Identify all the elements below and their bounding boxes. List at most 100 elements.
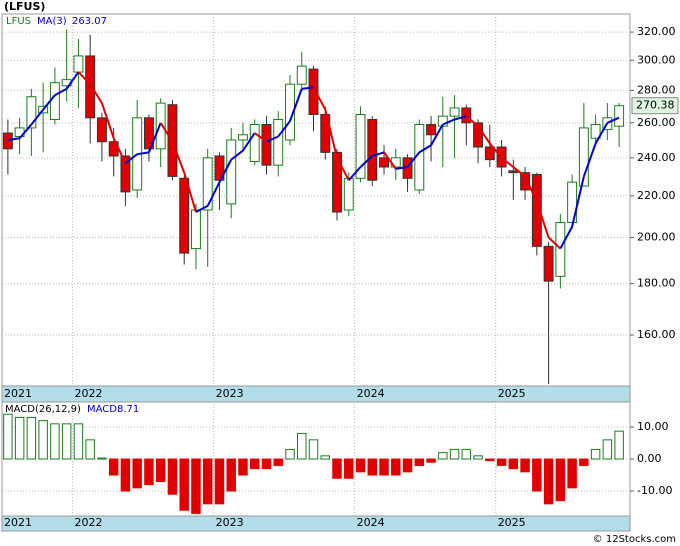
macd-bar bbox=[485, 458, 495, 462]
macd-bar bbox=[285, 448, 295, 460]
x-tick-label: 2021 bbox=[4, 516, 32, 529]
y-tick-label: 10.00 bbox=[637, 420, 669, 433]
legend-entry: MACD(26,12,9) bbox=[5, 404, 81, 415]
macd-bar bbox=[61, 423, 72, 460]
macd-bar bbox=[320, 455, 330, 460]
macd-bar bbox=[461, 448, 472, 460]
ma-line bbox=[77, 71, 91, 85]
ma-line bbox=[30, 108, 44, 126]
x-tick-label: 2025 bbox=[498, 387, 526, 400]
macd-bar bbox=[14, 416, 25, 460]
macd-bar bbox=[508, 458, 519, 470]
ma-line bbox=[206, 181, 221, 207]
candle-body bbox=[473, 122, 484, 148]
macd-bar bbox=[355, 458, 366, 473]
y-tick-label: 280.00 bbox=[637, 83, 676, 96]
macd-bar bbox=[120, 458, 131, 492]
macd-bar bbox=[273, 458, 283, 466]
macd-bar bbox=[132, 458, 142, 489]
macd-bar bbox=[144, 458, 154, 486]
ma-line bbox=[359, 155, 373, 168]
macd-bar bbox=[579, 458, 589, 466]
candle-body bbox=[520, 172, 531, 191]
macd-bar bbox=[191, 458, 201, 514]
macd-bar bbox=[426, 458, 436, 463]
price-tag bbox=[631, 97, 679, 115]
macd-bar bbox=[379, 458, 389, 476]
candle-body bbox=[343, 177, 354, 211]
x-tick-label: 2021 bbox=[4, 387, 32, 400]
macd-bar bbox=[214, 458, 225, 505]
macd-bar bbox=[590, 448, 601, 460]
y-tick-label: 160.00 bbox=[637, 328, 676, 341]
candle-body bbox=[155, 102, 166, 150]
ma-line bbox=[112, 137, 127, 164]
candle-body bbox=[461, 107, 472, 124]
candle-body bbox=[555, 221, 566, 277]
macd-bar bbox=[108, 458, 119, 476]
macd-bar bbox=[297, 432, 307, 460]
macd-bar bbox=[614, 430, 624, 460]
candle-body bbox=[2, 132, 13, 150]
ma-line bbox=[18, 123, 33, 139]
candle-body bbox=[308, 68, 319, 116]
y-tick-label: 320.00 bbox=[637, 25, 676, 38]
ma-line bbox=[183, 172, 197, 213]
y-tick-label: -10.00 bbox=[637, 484, 672, 497]
macd-bar bbox=[602, 439, 613, 460]
x-tick-label: 2023 bbox=[216, 387, 244, 400]
macd-bar bbox=[543, 458, 554, 505]
ma-line bbox=[242, 132, 256, 152]
ma-line bbox=[524, 176, 538, 203]
ma-line bbox=[230, 149, 244, 161]
macd-bar bbox=[226, 458, 236, 492]
y-tick-label: 0.00 bbox=[637, 452, 662, 465]
ma-line bbox=[336, 157, 350, 181]
ma-line bbox=[195, 205, 209, 213]
macd-bar bbox=[496, 458, 507, 466]
macd-bar bbox=[97, 457, 107, 460]
candle-body bbox=[508, 170, 519, 174]
candle-body bbox=[96, 117, 107, 143]
macd-bar bbox=[532, 458, 542, 492]
ma-line bbox=[547, 236, 562, 250]
ma-line bbox=[489, 142, 503, 159]
ma-line bbox=[406, 151, 421, 168]
macd-bar bbox=[555, 458, 566, 502]
ma-line bbox=[54, 87, 68, 97]
macd-bar bbox=[438, 452, 448, 460]
macd-bar bbox=[567, 458, 577, 489]
ma-line bbox=[535, 201, 550, 238]
ma-line bbox=[594, 122, 609, 144]
ma-line bbox=[606, 116, 620, 124]
legend-entry: MACD: bbox=[87, 404, 120, 415]
x-tick-label: 2023 bbox=[216, 516, 244, 529]
candle-body bbox=[355, 114, 366, 179]
ma-line bbox=[430, 124, 444, 146]
candle-body bbox=[367, 118, 378, 181]
macd-bar bbox=[332, 458, 342, 479]
macd-bar bbox=[449, 448, 460, 460]
ma-line bbox=[582, 143, 597, 177]
ma-line bbox=[348, 166, 362, 181]
ma-line bbox=[7, 137, 20, 141]
macd-bar bbox=[202, 458, 213, 505]
candle-body bbox=[449, 107, 460, 117]
candle-body bbox=[590, 124, 601, 139]
candle-body bbox=[320, 114, 331, 153]
candle-body bbox=[26, 96, 37, 129]
candle-body bbox=[484, 146, 495, 161]
candle-body bbox=[261, 124, 272, 166]
candle-body bbox=[578, 127, 589, 187]
y-tick-label: 300.00 bbox=[637, 53, 676, 66]
candle-body bbox=[332, 151, 342, 213]
macd-bar bbox=[391, 458, 401, 476]
ma-line bbox=[159, 122, 174, 143]
macd-bar bbox=[26, 416, 37, 460]
legend-value: 263.07 bbox=[72, 16, 107, 27]
ma-line bbox=[42, 94, 56, 111]
candle-body bbox=[73, 55, 84, 73]
y-tick-label: 200.00 bbox=[637, 231, 676, 244]
candle-body bbox=[85, 55, 96, 119]
chart-title: (LFUS) bbox=[4, 0, 45, 13]
